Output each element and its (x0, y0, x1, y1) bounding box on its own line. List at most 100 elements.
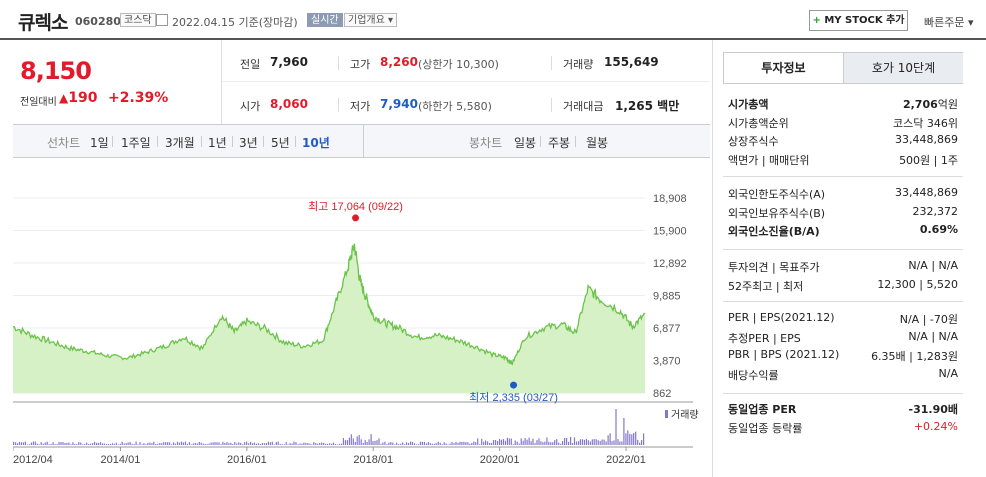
chevron-down-icon: ▾ (967, 16, 974, 29)
volume-bar (510, 438, 512, 445)
company-info-dropdown[interactable]: 기업개요 ▾ (344, 13, 398, 27)
volume-bar (550, 442, 552, 445)
volume-bar (451, 441, 453, 445)
low-marker (510, 381, 518, 389)
volume-bar (492, 440, 495, 445)
volume-bar (526, 439, 528, 445)
volume-bar (169, 442, 171, 445)
tab-5y[interactable]: 5년 (271, 136, 290, 150)
price-chart[interactable]: 18,908 15,900 12,892 9,885 6,877 3,870 862 201… (13, 170, 703, 470)
tab-weekly[interactable]: 주봉 (548, 136, 571, 150)
volume-bar (46, 441, 48, 445)
volume-bar (234, 442, 236, 445)
volume-bar (368, 439, 370, 445)
volume-bar (587, 440, 589, 445)
info-row: 시가총액 2,706억원 (728, 96, 958, 112)
volume-bar (380, 443, 382, 445)
volume-bar (564, 438, 566, 445)
volume-bar (155, 444, 157, 445)
volume-bar (554, 440, 556, 445)
volume-bar (22, 442, 25, 445)
volume-bar (570, 436, 572, 445)
info-row-value: 0.69% (919, 223, 958, 236)
y-tick-label: 6,877 (653, 323, 681, 335)
volume-bar (210, 442, 212, 445)
volume-bar (301, 443, 303, 445)
high-value: 8,260 (380, 55, 418, 69)
tab-10y[interactable]: 10년 (302, 136, 330, 150)
info-row-label: 동일업종 PER (728, 403, 797, 416)
volume-bar (68, 442, 70, 445)
tab-1w[interactable]: 1주일 (121, 136, 151, 150)
info-row-value: 2,706억원 (902, 98, 958, 111)
volume-bar (344, 440, 346, 445)
tab-1d[interactable]: 1일 (90, 136, 109, 150)
volume-bar (431, 443, 433, 445)
price-area (13, 243, 645, 393)
divider (723, 249, 963, 250)
volume-bar (295, 442, 297, 445)
volume-bar (348, 437, 350, 445)
volume-bar (394, 444, 396, 445)
volume-bar (613, 440, 615, 445)
volume-bar (230, 442, 232, 445)
volume-bar (435, 443, 437, 445)
volume-bar (313, 442, 315, 445)
volume-bar (520, 438, 522, 445)
divider (551, 56, 552, 70)
volume-bar (198, 441, 200, 445)
info-row-label: PBR | BPS (2021.12) (728, 348, 840, 361)
my-stock-add-button[interactable]: + MY STOCK 추가 (809, 10, 908, 31)
tab-1y[interactable]: 1년 (208, 136, 227, 150)
volume-bar (277, 441, 279, 445)
volume-bar (115, 442, 117, 445)
volume-bar (60, 442, 62, 445)
volume-bar (542, 442, 544, 445)
volume-bar (427, 442, 429, 445)
volume-bar (457, 442, 459, 445)
divider (723, 393, 963, 394)
volume-bar (163, 442, 165, 445)
volume-bar (287, 444, 289, 445)
stock-code: 060280 (75, 15, 121, 28)
tab-3m[interactable]: 3개월 (165, 136, 195, 150)
volume-bar (469, 443, 471, 445)
volume-bar (575, 441, 578, 445)
info-row: 외국인소진율(B/A) 0.69% (728, 223, 958, 239)
volume-bar (538, 438, 540, 445)
volume-bar (595, 439, 597, 445)
volume-bar (167, 442, 169, 445)
volume-bar (611, 441, 613, 445)
info-row: 외국인보유주식수(B) 232,372 (728, 205, 958, 221)
volume-bar (139, 442, 141, 445)
volume-bar (429, 443, 431, 445)
volume-bar (28, 444, 30, 445)
volume-bar (52, 442, 54, 445)
volume-bar (180, 441, 183, 445)
volume-bar (512, 444, 514, 445)
volume-bar (244, 442, 246, 445)
volume-bar (522, 440, 524, 445)
volume-bar (133, 444, 135, 445)
info-row: 동일업종 등락률 +0.24% (728, 420, 958, 436)
volume-bar (471, 443, 473, 445)
info-row: 상장주식수 33,448,869 (728, 133, 958, 149)
upper-limit: (상한가 10,300) (418, 58, 499, 71)
volume-bar (421, 441, 423, 445)
quick-order-button[interactable]: 빠른주문 ▾ (924, 14, 974, 30)
tab-orderbook[interactable]: 호가 10단계 (843, 53, 963, 83)
realtime-button[interactable]: 실시간 (307, 13, 343, 27)
amount-number: 1,265 (615, 99, 653, 113)
info-row-value: 6.35배 | 1,283원 (871, 350, 958, 363)
tab-daily[interactable]: 일봉 (514, 136, 537, 150)
volume-bar (208, 443, 210, 445)
tab-invest-info[interactable]: 투자정보 (724, 53, 843, 83)
line-chart-label: 선차트 (47, 136, 81, 150)
volume-bar (577, 441, 580, 445)
tab-3y[interactable]: 3년 (239, 136, 258, 150)
info-row-value: 12,300 | 5,520 (877, 277, 958, 291)
volume-bar (153, 441, 155, 445)
tab-monthly[interactable]: 월봉 (586, 136, 609, 150)
volume-bar (571, 443, 574, 445)
info-row-value: -31.90배 (908, 403, 958, 416)
